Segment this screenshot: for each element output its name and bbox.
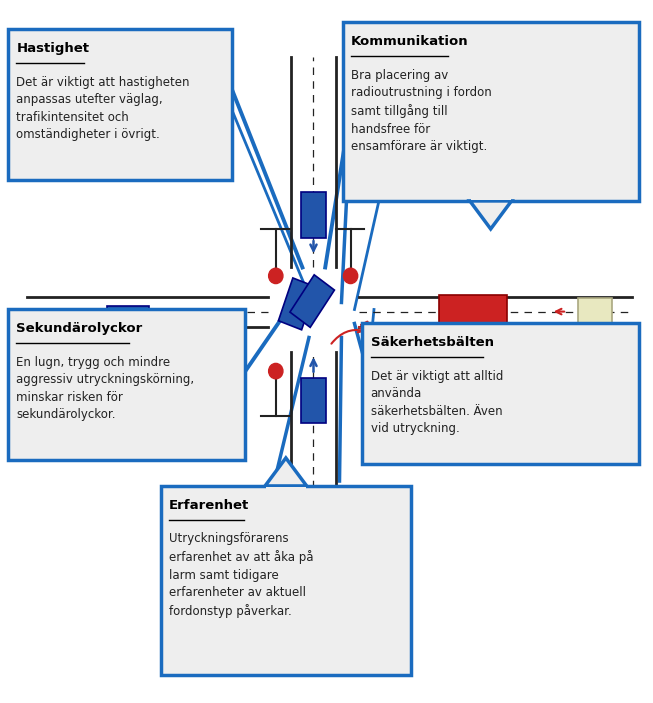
Bar	[290, 275, 334, 328]
Bar	[301, 378, 326, 423]
Circle shape	[343, 268, 358, 283]
Circle shape	[268, 268, 283, 283]
Bar	[107, 307, 150, 330]
Text: Kommunikation: Kommunikation	[351, 35, 469, 48]
Text: En lugn, trygg och mindre
aggressiv utryckningskörning,
minskar risken för
sekun: En lugn, trygg och mindre aggressiv utry…	[16, 356, 195, 421]
Bar	[278, 278, 316, 330]
Circle shape	[268, 363, 283, 379]
Text: Sekundärolyckor: Sekundärolyckor	[16, 322, 142, 335]
Text: Säkerhetsbälten: Säkerhetsbälten	[371, 336, 494, 349]
Polygon shape	[471, 194, 511, 200]
Polygon shape	[470, 201, 511, 229]
Bar	[578, 298, 612, 325]
FancyBboxPatch shape	[343, 22, 639, 201]
Polygon shape	[266, 486, 306, 493]
Text: Erfarenhet: Erfarenhet	[169, 498, 249, 512]
FancyBboxPatch shape	[362, 323, 639, 463]
Text: Det är viktigt att alltid
använda
säkerhetsbälten. Även
vid utryckning.: Det är viktigt att alltid använda säkerh…	[371, 370, 503, 435]
Bar	[439, 295, 507, 328]
FancyBboxPatch shape	[8, 309, 246, 460]
Text: Bra placering av
radioutrustning i fordon
samt tillgång till
handsfree för
ensam: Bra placering av radioutrustning i fordo…	[351, 69, 492, 153]
Text: Det är viktigt att hastigheten
anpassas utefter väglag,
trafikintensitet och
oms: Det är viktigt att hastigheten anpassas …	[16, 76, 190, 141]
FancyBboxPatch shape	[8, 30, 232, 180]
Polygon shape	[265, 458, 307, 486]
Text: ms: ms	[603, 356, 618, 366]
Text: Utryckningsförarens
erfarenhet av att åka på
larm samt tidigare
erfarenheter av : Utryckningsförarens erfarenhet av att åk…	[169, 532, 313, 618]
Text: Hastighet: Hastighet	[16, 42, 89, 55]
Bar	[301, 192, 326, 238]
FancyBboxPatch shape	[161, 486, 411, 675]
